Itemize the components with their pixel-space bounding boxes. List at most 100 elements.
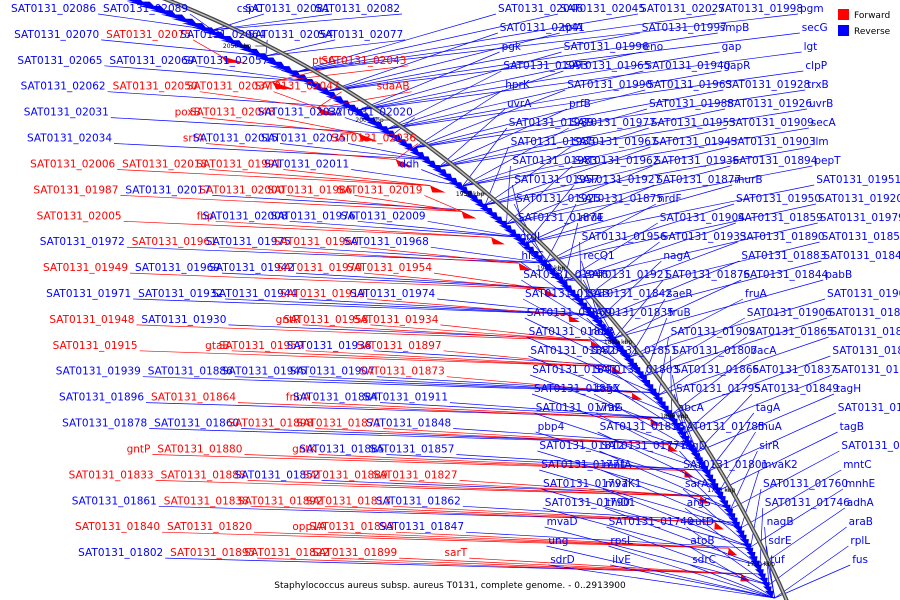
reverse-gene-arrow xyxy=(181,23,208,31)
feature-label-sat0131_01934: SAT0131_01934 xyxy=(353,314,438,326)
feature-label-murb: murB xyxy=(734,174,762,186)
leader-line xyxy=(136,324,591,342)
reverse-gene-arrow xyxy=(591,319,603,327)
leader-line-layer xyxy=(97,13,851,599)
leader-line xyxy=(295,13,559,73)
reverse-gene-arrow xyxy=(272,66,294,74)
reverse-gene-arrow xyxy=(318,91,338,99)
leader-line xyxy=(545,203,735,263)
reverse-gene-arrow xyxy=(623,358,634,366)
leader-line xyxy=(104,65,314,83)
feature-label-sat0131_01813: SAT0131_01813 xyxy=(306,495,391,507)
leader-line xyxy=(215,220,492,238)
feature-label-layer: SAT0131_02086 SAT0131_02089 cspCSAT0131_02… xyxy=(11,3,900,566)
feature-label-sat0131_01862: SAT0131_01862 xyxy=(376,495,461,507)
reverse-gene-arrow xyxy=(547,272,561,280)
feature-label-sat0131_01807: SAT0131_01807 xyxy=(672,345,757,357)
feature-label-eutd: eutD xyxy=(689,516,714,528)
leader-line xyxy=(462,505,738,523)
tick-label: 2050 kbp xyxy=(223,43,251,50)
leader-line xyxy=(485,146,729,206)
feature-label-mnhe: mnhE xyxy=(845,478,875,490)
feature-label-fnba: fnbA xyxy=(286,392,311,404)
feature-label-sat0131_01860: SAT0131_01860 xyxy=(154,418,239,430)
feature-label-sat0131_02062: SAT0131_02062 xyxy=(21,81,106,93)
feature-label-thid1: thiD1 xyxy=(607,497,635,509)
legend: Forward Reverse xyxy=(838,9,891,37)
reverse-gene-arrow xyxy=(432,169,448,177)
feature-label-sat0131_02005: SAT0131_02005 xyxy=(37,210,122,222)
feature-label-adha: adhA xyxy=(847,497,875,509)
leader-line xyxy=(152,454,685,471)
feature-label-sat0131_01996: SAT0131_01996 xyxy=(564,41,649,53)
feature-label-sat0131_01954: SAT0131_01954 xyxy=(347,262,432,274)
feature-label-sat0131_01970: SAT0131_01970 xyxy=(277,262,362,274)
feature-label-sat0131_01806: SAT0131_01806 xyxy=(841,440,900,452)
feature-label-vrag: vraG xyxy=(598,402,623,414)
feature-label-nrdf: nrdF xyxy=(658,193,682,205)
feature-label-sat0131_01943: SAT0131_01943 xyxy=(653,136,738,148)
feature-label-fhua: fhuA xyxy=(758,421,783,433)
reverse-gene-arrow xyxy=(385,134,403,142)
feature-label-sat0131_01833: SAT0131_01833 xyxy=(69,469,154,481)
feature-label-sat0131_02018: SAT0131_02018 xyxy=(122,159,207,171)
feature-label-tpia: tpiA xyxy=(562,22,584,34)
feature-label-secg: secG xyxy=(802,22,828,34)
leader-line xyxy=(199,91,318,109)
leader-line xyxy=(324,505,716,523)
feature-label-gntr: gntR xyxy=(276,314,301,326)
feature-label-sat0131_02000: SAT0131_02000 xyxy=(199,184,284,196)
feature-label-sat0131_01896: SAT0131_01896 xyxy=(59,392,144,404)
leader-line xyxy=(680,469,742,529)
feature-label-uvrb: uvrB xyxy=(809,98,833,110)
leader-line xyxy=(189,13,213,31)
leader-line xyxy=(237,402,651,419)
leader-line xyxy=(358,51,720,111)
reverse-gene-arrow xyxy=(489,216,503,224)
feature-label-sat0131_01852: SAT0131_01852 xyxy=(235,469,320,481)
leader-line xyxy=(696,393,835,453)
reverse-gene-arrow xyxy=(655,401,666,409)
feature-label-sat0131_01908: SAT0131_01908 xyxy=(827,288,900,300)
leader-line xyxy=(437,298,596,316)
leader-line xyxy=(533,412,709,472)
gene-arrow-layer xyxy=(126,0,774,598)
leader-line xyxy=(462,127,727,187)
feature-label-sdre: sdrE xyxy=(768,535,791,547)
feature-label-sat0131_01895: SAT0131_01895 xyxy=(170,547,255,559)
feature-label-sat0131_01820: SAT0131_01820 xyxy=(167,521,252,533)
leader-line xyxy=(462,127,569,187)
feature-label-nora: norA xyxy=(591,326,616,338)
feature-label-sat0131_01983: SAT0131_01983 xyxy=(512,155,597,167)
feature-label-pgm: pgm xyxy=(800,3,824,15)
leader-line xyxy=(677,431,721,491)
leader-line xyxy=(289,220,521,238)
leader-line xyxy=(139,350,613,368)
leader-line xyxy=(379,402,676,419)
leader-line xyxy=(209,169,431,186)
feature-label-sat0131_01957: SAT0131_01957 xyxy=(514,174,599,186)
feature-label-sat0131_01785: SAT0131_01785 xyxy=(680,421,765,433)
feature-label-sat0131_02082: SAT0131_02082 xyxy=(315,3,400,15)
leader-line xyxy=(759,507,845,567)
leader-line xyxy=(443,350,613,368)
forward-gene-arrow xyxy=(518,263,532,271)
leader-line xyxy=(528,355,673,415)
leader-line xyxy=(386,454,709,471)
feature-label-sat0131_01997: SAT0131_01997 xyxy=(642,22,727,34)
feature-label-sat0131_01920: SAT0131_01920 xyxy=(818,193,900,205)
leader-line xyxy=(581,241,660,301)
feature-label-sat0131_01851: SAT0131_01851 xyxy=(592,345,677,357)
forward-gene-arrow xyxy=(727,548,737,556)
tick-label: 1700 kbp xyxy=(747,561,775,568)
feature-label-sat0131_01993: SAT0131_01993 xyxy=(503,60,588,72)
reverse-gene-arrow xyxy=(579,306,592,314)
leader-line xyxy=(644,317,745,377)
leader-line xyxy=(465,531,752,549)
leader-line xyxy=(205,143,396,160)
feature-label-sat0131_01925: SAT0131_01925 xyxy=(516,193,601,205)
forward-gene-arrow xyxy=(491,237,505,245)
leader-line xyxy=(535,431,721,491)
leader-line xyxy=(387,70,564,130)
reverse-gene-arrow xyxy=(238,48,262,56)
